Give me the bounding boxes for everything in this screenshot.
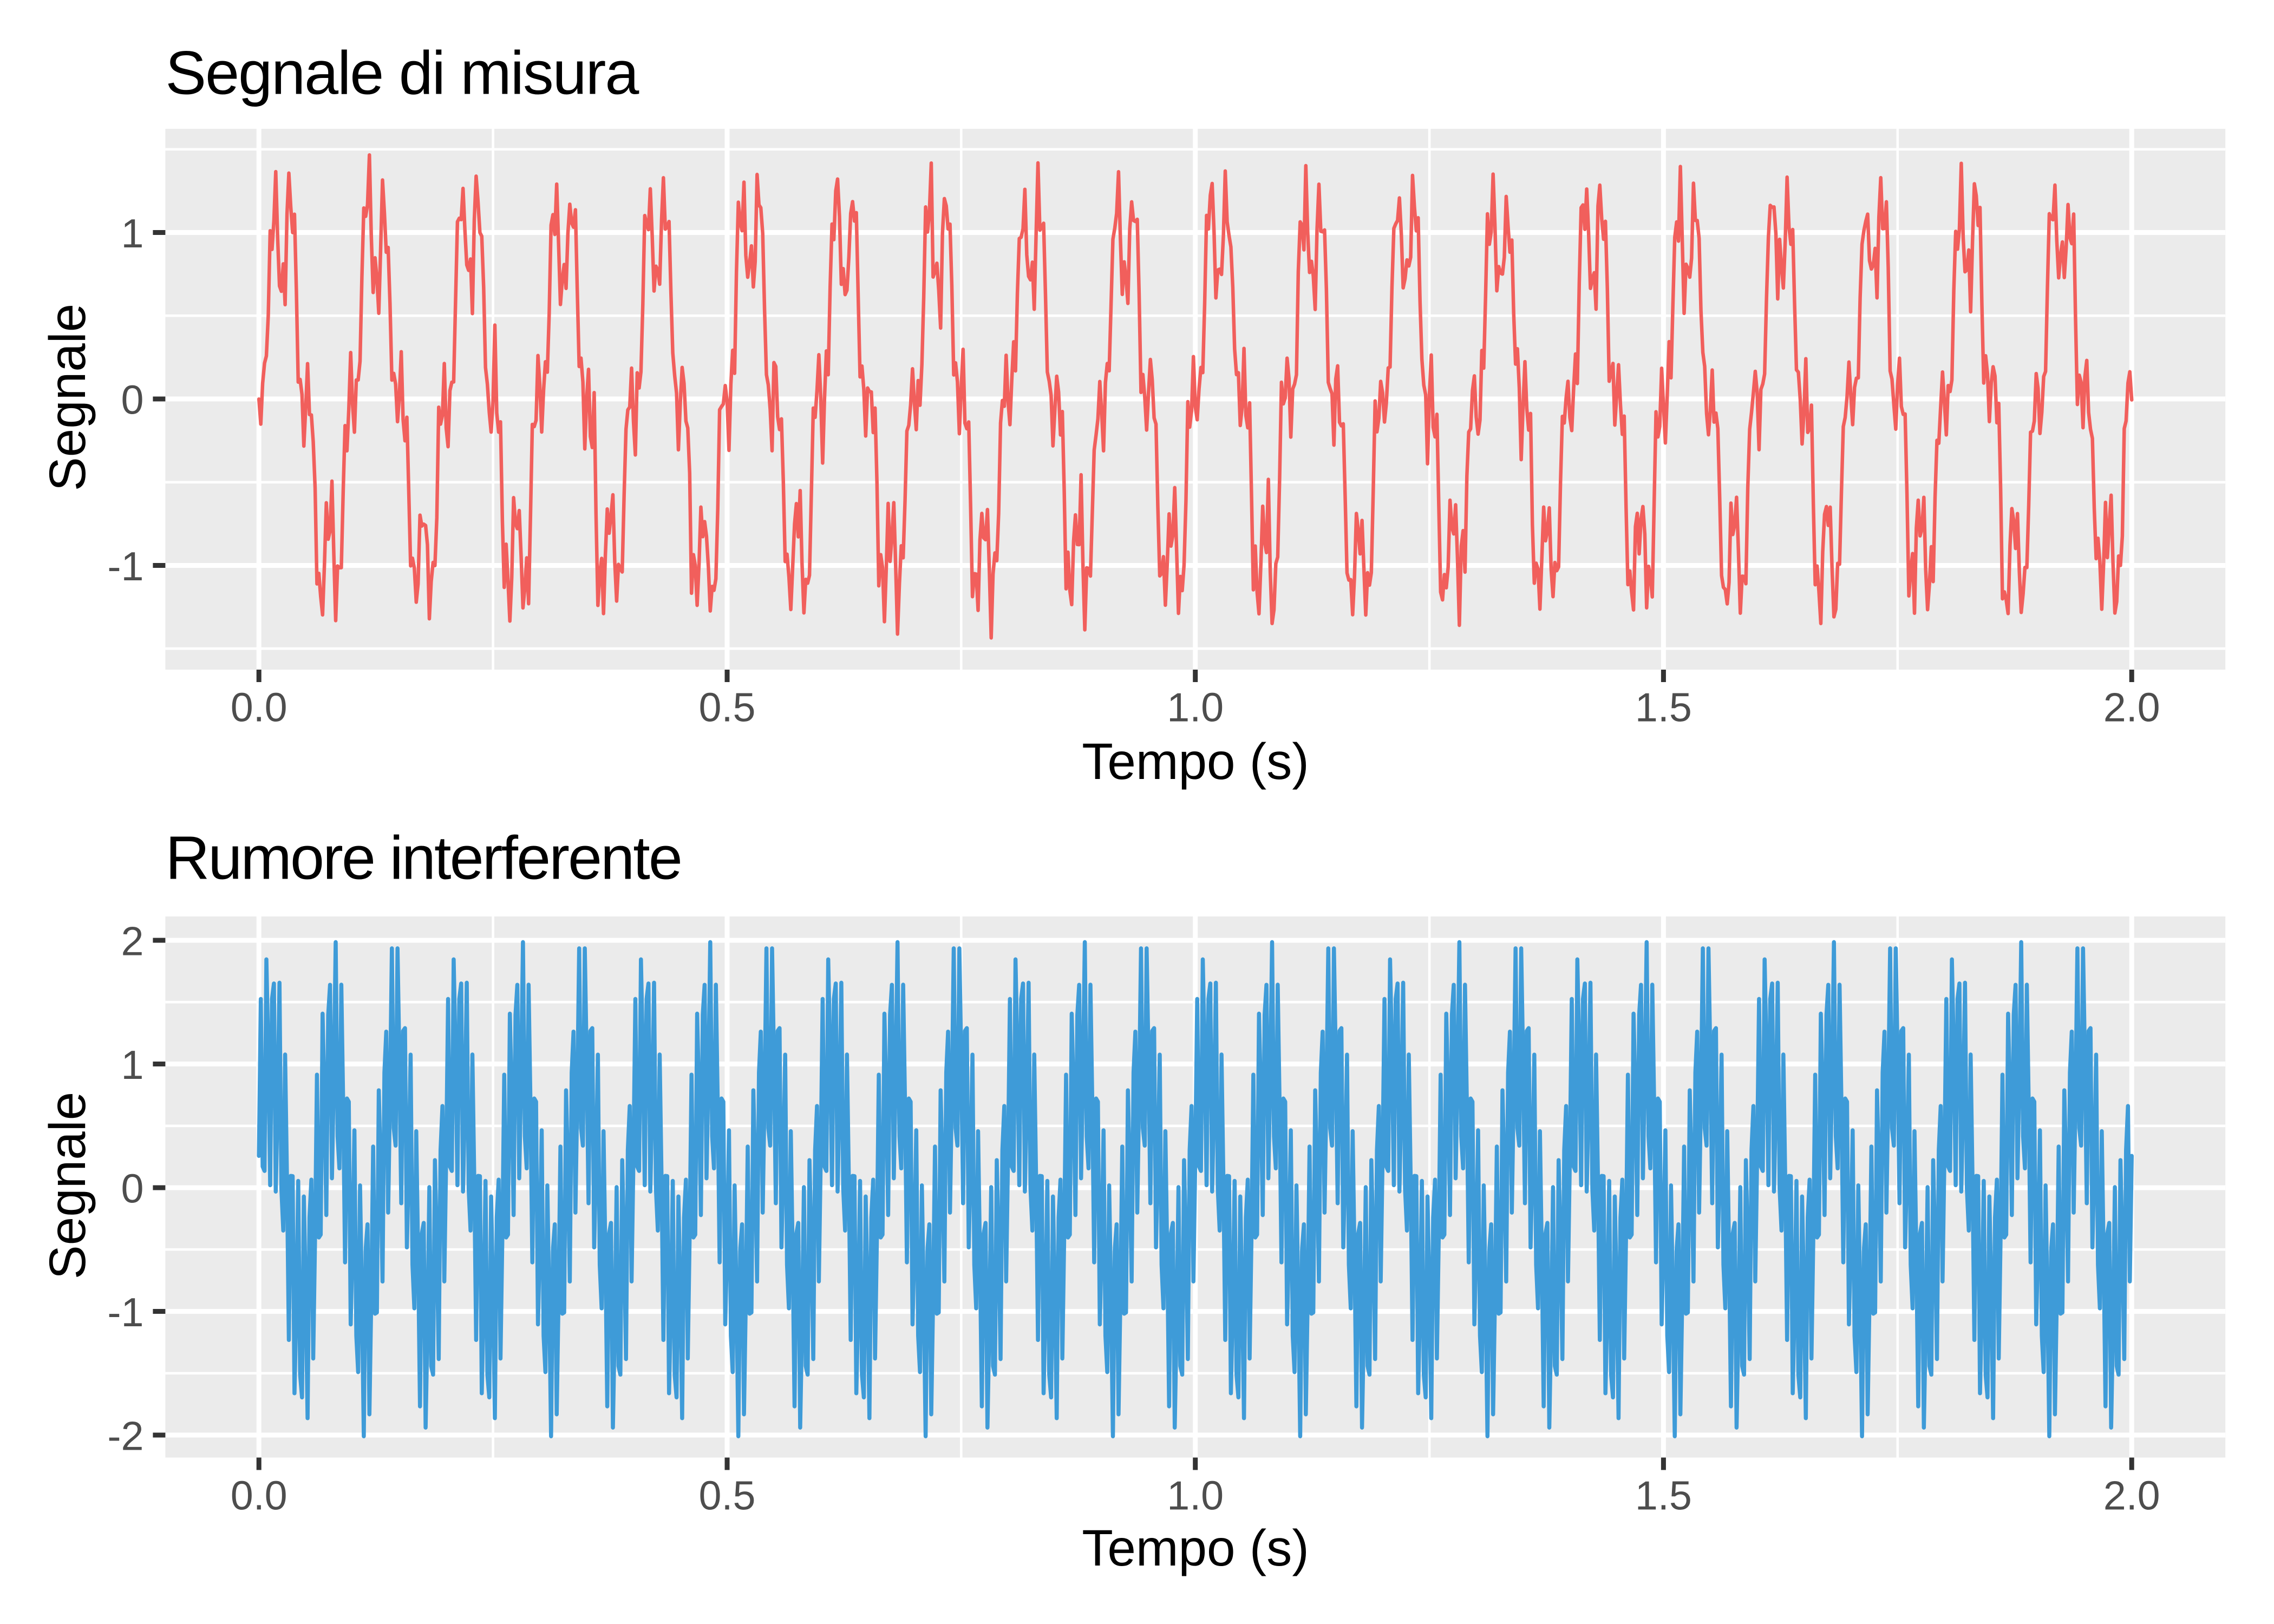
svg-text:0.0: 0.0: [231, 685, 287, 730]
svg-text:0: 0: [121, 377, 144, 422]
svg-text:1.0: 1.0: [1167, 1473, 1224, 1518]
svg-text:-1: -1: [107, 1289, 143, 1335]
svg-text:2.0: 2.0: [2103, 685, 2160, 730]
svg-text:Tempo (s): Tempo (s): [1082, 734, 1309, 790]
svg-text:Segnale: Segnale: [40, 304, 96, 491]
svg-text:2.0: 2.0: [2103, 1473, 2160, 1518]
svg-text:1.0: 1.0: [1167, 685, 1224, 730]
svg-text:0.0: 0.0: [231, 1473, 287, 1518]
svg-text:2: 2: [121, 918, 144, 964]
svg-text:Segnale di misura: Segnale di misura: [166, 38, 640, 107]
svg-text:-1: -1: [107, 543, 143, 589]
svg-text:0.5: 0.5: [699, 1473, 756, 1518]
svg-text:1.5: 1.5: [1635, 1473, 1692, 1518]
svg-text:Segnale: Segnale: [40, 1092, 96, 1279]
svg-text:1: 1: [121, 211, 144, 256]
svg-text:Rumore interferente: Rumore interferente: [166, 824, 681, 893]
svg-text:1: 1: [121, 1042, 144, 1088]
svg-text:-2: -2: [107, 1413, 143, 1458]
svg-text:Tempo (s): Tempo (s): [1082, 1520, 1309, 1577]
svg-text:1.5: 1.5: [1635, 685, 1692, 730]
svg-text:0.5: 0.5: [699, 685, 756, 730]
svg-text:0: 0: [121, 1165, 144, 1211]
